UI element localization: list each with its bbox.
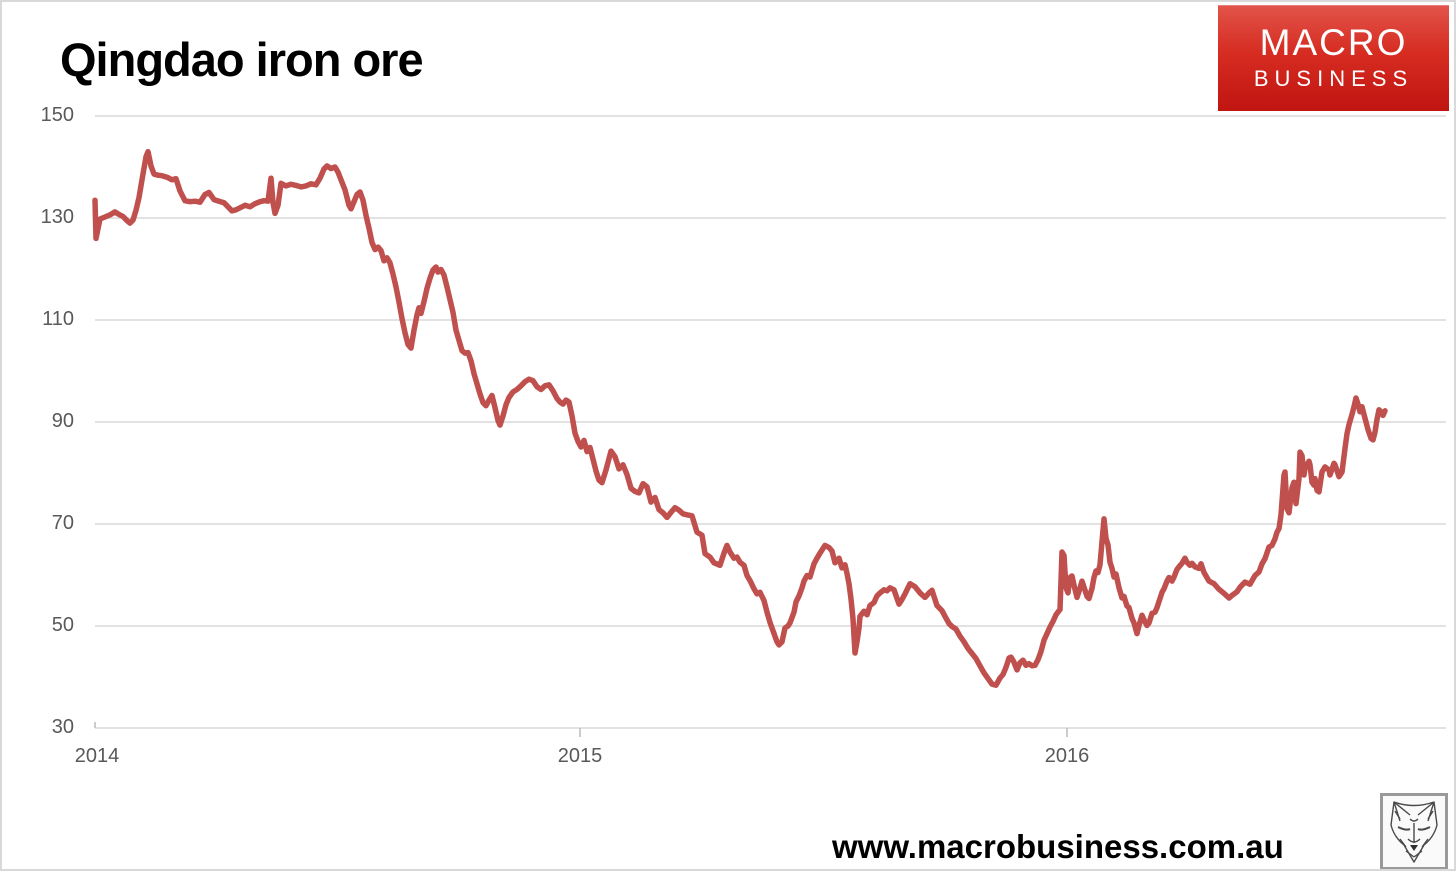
y-axis-label: 50 bbox=[51, 614, 74, 636]
y-axis-label: 90 bbox=[51, 410, 74, 432]
logo-business-text: BUSINESS bbox=[1253, 65, 1414, 91]
website-watermark: www.macrobusiness.com.au bbox=[832, 828, 1284, 865]
x-axis-label: 2016 bbox=[1044, 745, 1090, 767]
price-series-line bbox=[92, 148, 1388, 688]
y-axis-label: 150 bbox=[40, 104, 74, 126]
logo-macro-text: MACRO bbox=[1259, 22, 1408, 64]
fox-sketch-icon bbox=[1390, 800, 1438, 863]
y-axis-label: 30 bbox=[51, 716, 74, 738]
y-axis-label: 130 bbox=[40, 206, 74, 228]
y-axis-label: 110 bbox=[42, 308, 74, 330]
macrobusiness-logo: MACRO BUSINESS bbox=[1218, 5, 1449, 111]
x-axis-label: 2014 bbox=[74, 745, 120, 767]
y-axis-label: 70 bbox=[51, 512, 74, 534]
wolf-logo bbox=[1380, 793, 1448, 869]
chart-title: Qingdao iron ore bbox=[60, 33, 424, 86]
x-axis-label: 2015 bbox=[557, 745, 603, 767]
